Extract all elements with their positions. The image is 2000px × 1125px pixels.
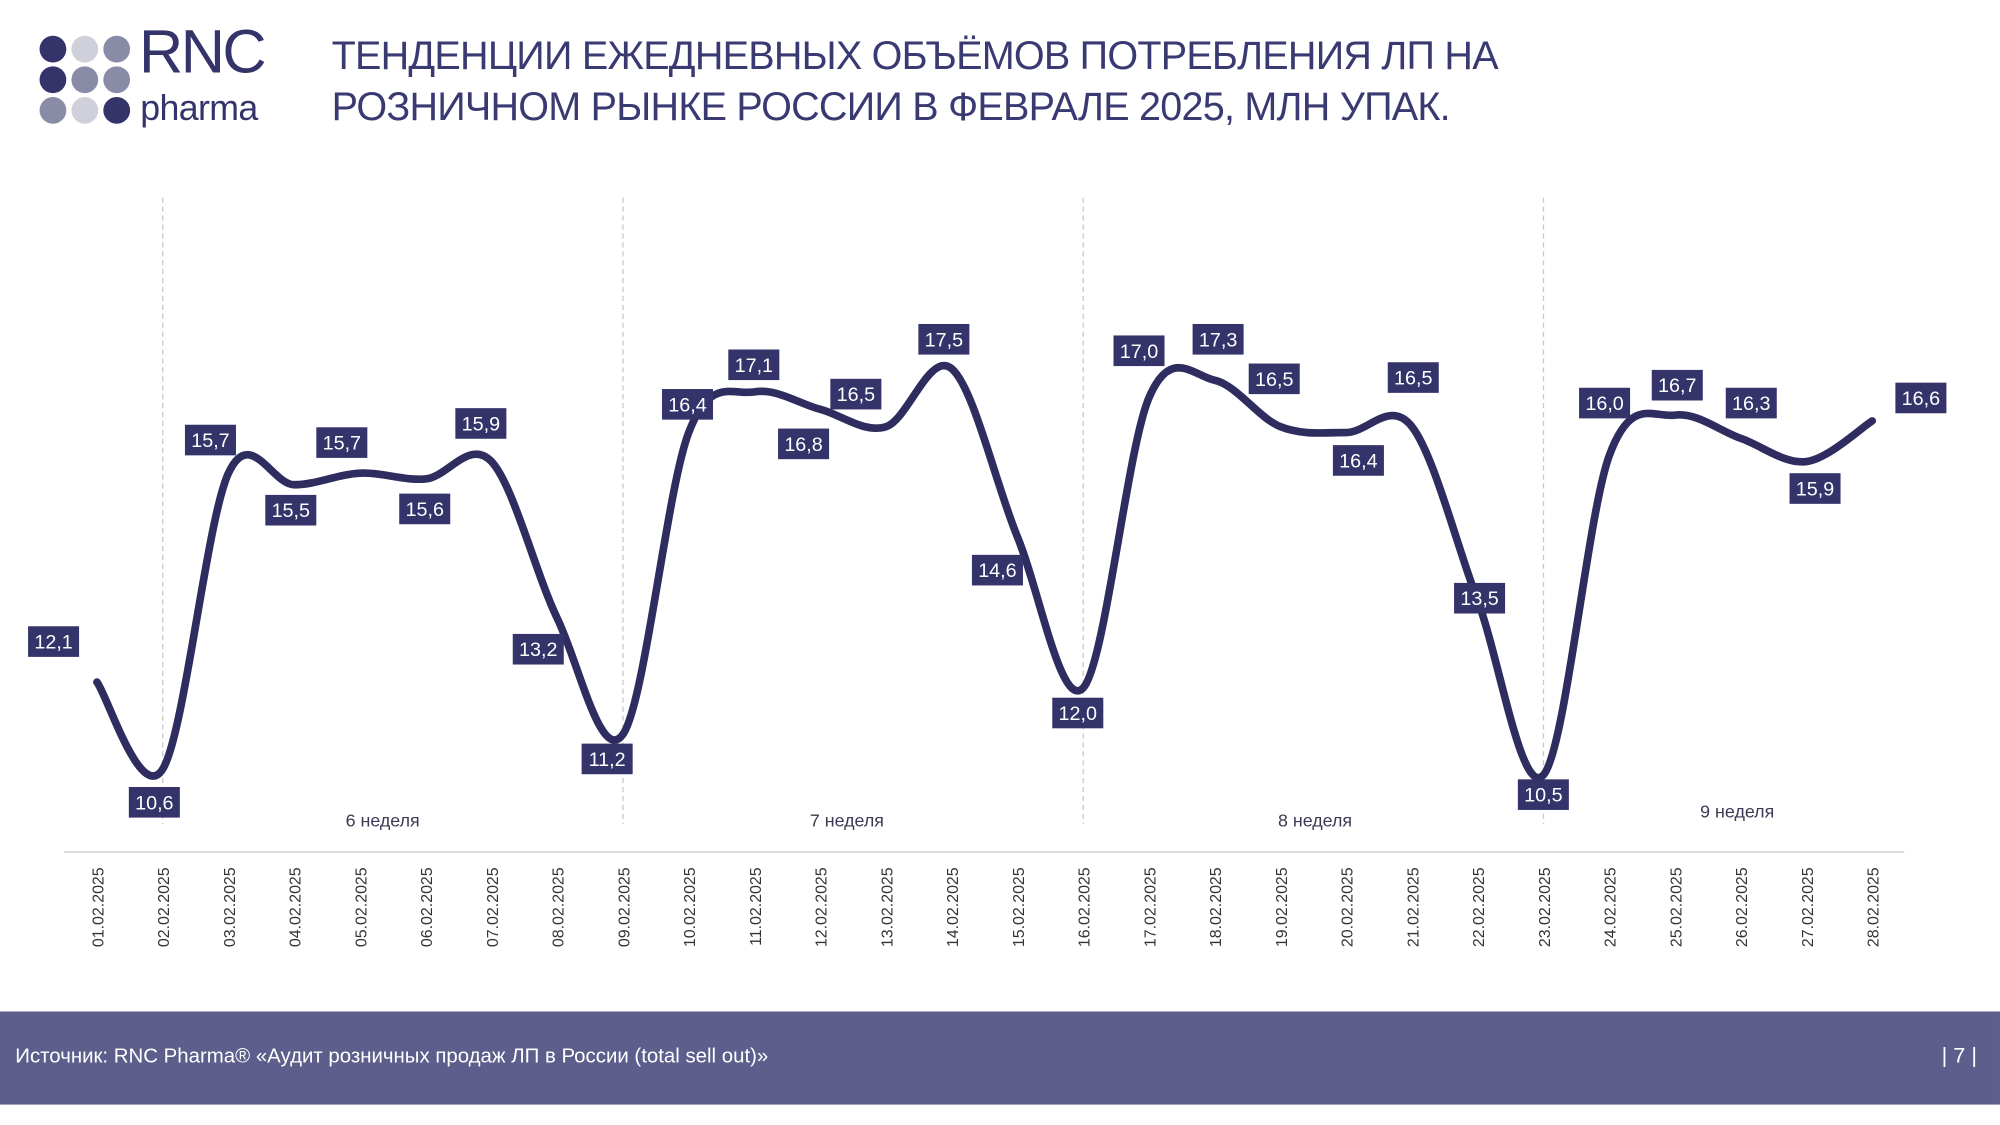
data-label: 13,2 xyxy=(519,639,557,661)
data-label: 16,5 xyxy=(1394,368,1432,390)
x-tick-label: 25.02.2025 xyxy=(1668,867,1685,947)
x-tick-label: 26.02.2025 xyxy=(1734,867,1751,947)
data-label-box xyxy=(1517,779,1569,810)
data-label: 16,0 xyxy=(1585,393,1623,415)
data-label: 17,3 xyxy=(1199,329,1237,351)
data-label-box xyxy=(1387,362,1439,393)
x-tick-label: 13.02.2025 xyxy=(879,867,896,947)
x-tick-label: 27.02.2025 xyxy=(1800,867,1817,947)
x-tick-label: 15.02.2025 xyxy=(1011,867,1028,947)
data-label: 15,7 xyxy=(323,433,361,455)
data-label: 16,3 xyxy=(1732,393,1770,415)
data-label: 16,5 xyxy=(837,384,875,406)
data-label-box xyxy=(265,494,317,526)
x-tick-label: 01.02.2025 xyxy=(90,867,107,947)
x-tick-label: 06.02.2025 xyxy=(419,867,436,947)
x-tick-label: 07.02.2025 xyxy=(485,867,502,947)
x-tick-label: 24.02.2025 xyxy=(1603,867,1620,947)
data-label-box xyxy=(316,427,368,458)
source-note: Источник: RNC Pharma® «Аудит розничных п… xyxy=(15,1045,769,1068)
x-tick-label: 16.02.2025 xyxy=(1077,867,1094,947)
x-tick-label: 20.02.2025 xyxy=(1340,867,1357,947)
x-tick-label: 21.02.2025 xyxy=(1405,867,1422,947)
data-label-box xyxy=(399,493,451,525)
x-tick-label: 17.02.2025 xyxy=(1142,867,1159,947)
line-chart: 6 неделя 7 неделя 8 неделя 9 неделя 01.02.20… xyxy=(28,197,1947,947)
x-tick-label: 09.02.2025 xyxy=(616,867,633,947)
page-number: | 7 | xyxy=(1941,1043,1978,1068)
footer-bar: Источник: RNC Pharma® «Аудит розничных п… xyxy=(0,1011,2000,1105)
data-label: 16,5 xyxy=(1255,369,1293,391)
data-label: 16,4 xyxy=(1339,450,1377,472)
data-label-box xyxy=(1789,473,1841,504)
data-label: 12,0 xyxy=(1059,703,1097,725)
x-tick-label: 28.02.2025 xyxy=(1866,867,1883,947)
data-label-box xyxy=(661,389,714,420)
data-label-box xyxy=(1579,387,1631,419)
x-tick-label: 08.02.2025 xyxy=(551,867,568,947)
data-label-box xyxy=(1332,445,1384,476)
data-label-box xyxy=(28,626,80,657)
data-label-box xyxy=(1895,382,1947,414)
data-label: 17,1 xyxy=(735,355,773,377)
data-label: 15,7 xyxy=(191,430,229,452)
x-tick-label: 23.02.2025 xyxy=(1537,867,1554,947)
data-label: 17,0 xyxy=(1120,341,1158,363)
data-label: 13,5 xyxy=(1460,588,1498,610)
data-label-box xyxy=(1113,335,1165,367)
data-label-box xyxy=(1192,323,1244,355)
data-label: 15,6 xyxy=(405,499,443,521)
data-label: 15,9 xyxy=(1796,479,1834,501)
data-label: 12,1 xyxy=(34,632,72,654)
title-line-1: ТЕНДЕНЦИИ ЕЖЕДНЕВНЫХ ОБЪЁМОВ ПОТРЕБЛЕНИЯ… xyxy=(331,33,1499,78)
x-tick-label: 10.02.2025 xyxy=(682,867,699,947)
data-label: 14,6 xyxy=(978,560,1016,582)
data-label-box xyxy=(455,408,507,439)
x-tick-label: 18.02.2025 xyxy=(1208,867,1225,947)
data-label: 16,7 xyxy=(1658,375,1696,397)
x-tick-label: 05.02.2025 xyxy=(353,867,370,947)
data-label: 16,4 xyxy=(668,394,706,416)
data-label: 15,5 xyxy=(272,500,310,522)
data-label: 17,5 xyxy=(925,329,963,351)
rnc-pharma-logo: RNC pharma xyxy=(39,22,308,133)
data-label-box xyxy=(512,633,564,665)
data-label-box xyxy=(1248,363,1300,395)
data-label: 10,5 xyxy=(1524,785,1562,807)
x-tick-label: 12.02.2025 xyxy=(814,867,831,947)
series-line xyxy=(93,362,1877,782)
x-tick-label: 11.02.2025 xyxy=(748,867,765,946)
x-tick-label: 03.02.2025 xyxy=(222,867,239,947)
data-label-box xyxy=(918,323,970,355)
week-label: 9 неделя xyxy=(1700,802,1774,822)
data-label-box xyxy=(830,378,882,410)
x-tick-label: 02.02.2025 xyxy=(156,867,173,947)
data-label: 15,9 xyxy=(462,413,500,435)
x-tick-label: 19.02.2025 xyxy=(1274,867,1291,947)
x-tick-label: 04.02.2025 xyxy=(288,867,305,947)
x-tick-label: 22.02.2025 xyxy=(1471,867,1488,947)
data-label: 10,6 xyxy=(135,792,173,814)
data-label: 11,2 xyxy=(589,749,626,771)
data-label-box xyxy=(1454,582,1506,614)
data-label-box xyxy=(971,554,1023,586)
x-tick-label: 14.02.2025 xyxy=(945,867,962,947)
data-label-box xyxy=(1052,697,1104,729)
week-label: 8 неделя xyxy=(1278,811,1352,831)
title-line-2: РОЗНИЧНОМ РЫНКЕ РОССИИ В ФЕВРАЛЕ 2025, М… xyxy=(331,84,1451,129)
week-label: 7 неделя xyxy=(810,811,884,831)
data-label-box xyxy=(581,743,633,775)
data-label-box xyxy=(1651,369,1703,401)
page-title: ТЕНДЕНЦИИ ЕЖЕДНЕВНЫХ ОБЪЁМОВ ПОТРЕБЛЕНИЯ… xyxy=(331,31,1499,133)
data-label: 16,6 xyxy=(1902,388,1940,410)
week-label: 6 неделя xyxy=(346,811,420,831)
data-label-box xyxy=(778,428,830,460)
data-label-box xyxy=(728,349,780,381)
data-label: 16,8 xyxy=(784,434,822,456)
data-label-box xyxy=(184,424,236,456)
data-label-box xyxy=(1725,387,1777,419)
data-label-box xyxy=(128,786,180,818)
